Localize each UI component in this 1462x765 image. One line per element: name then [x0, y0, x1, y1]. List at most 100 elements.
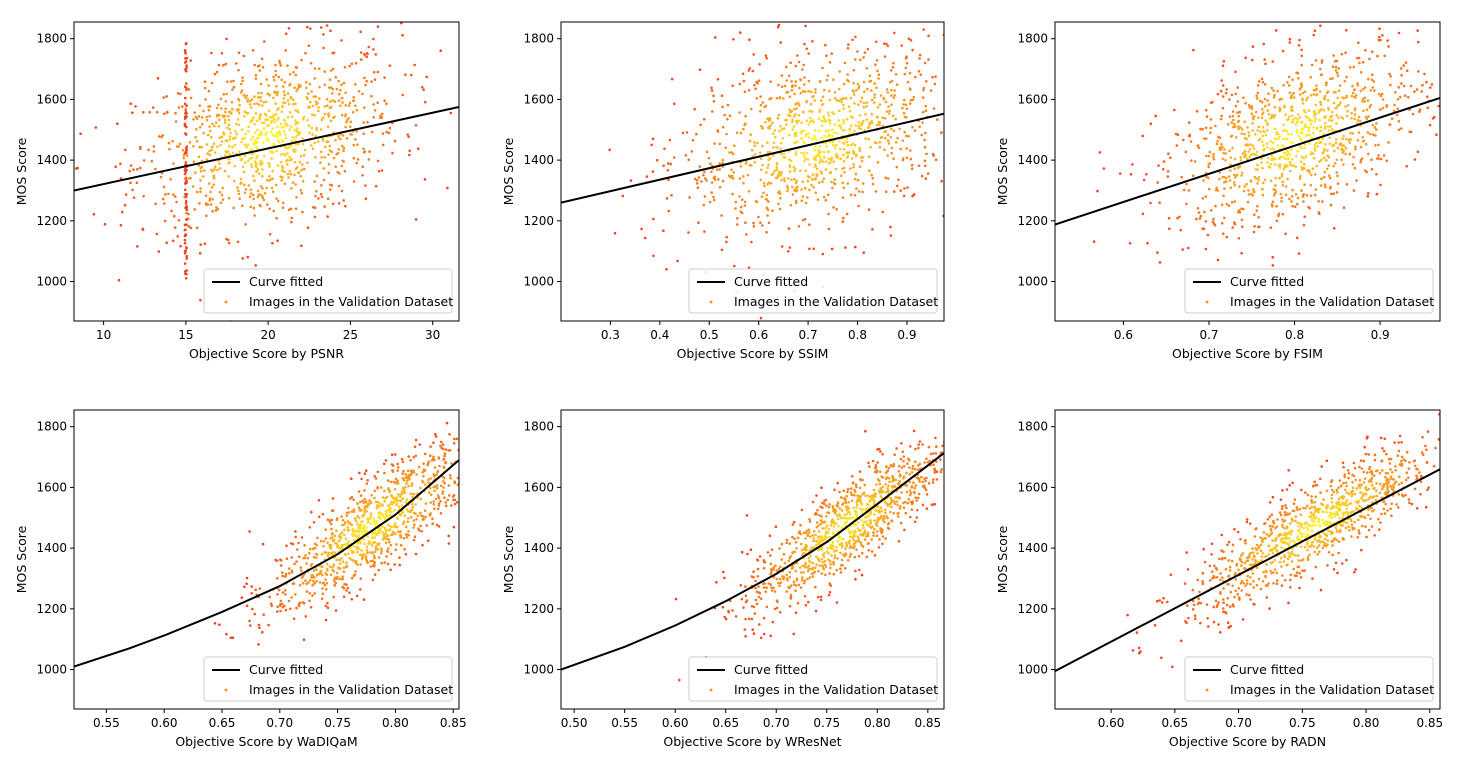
scatter-point — [934, 158, 938, 162]
scatter-point — [142, 195, 145, 198]
scatter-point — [468, 468, 471, 471]
scatter-point — [209, 203, 213, 206]
scatter-point — [421, 480, 425, 484]
scatter-point — [238, 1, 241, 4]
scatter-point — [423, 452, 427, 456]
scatter-point — [308, 100, 312, 104]
scatter-point — [1335, 171, 1338, 174]
scatter-point — [795, 547, 798, 550]
scatter-point — [819, 150, 823, 153]
scatter-point — [259, 82, 263, 86]
scatter-point — [842, 103, 845, 107]
scatter-point — [310, 562, 314, 566]
scatter-point — [1294, 165, 1298, 168]
scatter-point — [1222, 232, 1225, 236]
scatter-point — [1266, 99, 1269, 102]
scatter-point — [857, 204, 860, 208]
legend-point-swatch — [709, 300, 713, 304]
scatter-point — [396, 466, 400, 469]
scatter-point — [785, 65, 788, 69]
scatter-point — [754, 598, 758, 602]
scatter-point — [388, 126, 392, 130]
scatter-point — [248, 530, 251, 533]
scatter-point — [321, 573, 324, 577]
legend-entry-points: Images in the Validation Dataset — [1230, 294, 1434, 309]
scatter-point — [306, 92, 310, 95]
scatter-point — [828, 98, 832, 102]
scatter-point — [184, 272, 187, 276]
scatter-point — [250, 138, 253, 141]
scatter-point — [1385, 105, 1388, 108]
scatter-point — [940, 179, 943, 183]
scatter-point — [890, 94, 893, 97]
scatter-point — [423, 509, 427, 512]
scatter-point — [811, 575, 815, 578]
scatter-point — [1395, 113, 1399, 117]
scatter-point — [425, 524, 429, 527]
scatter-point — [762, 632, 766, 636]
scatter-point — [1267, 156, 1270, 160]
scatter-point — [995, 81, 998, 84]
scatter-point — [299, 154, 303, 158]
scatter-point — [879, 450, 882, 453]
scatter-point — [417, 147, 420, 150]
scatter-point — [857, 103, 860, 106]
scatter-point — [373, 489, 377, 493]
scatter-point — [287, 208, 291, 212]
scatter-point — [810, 110, 814, 113]
scatter-point — [1224, 159, 1227, 162]
scatter-point — [415, 518, 418, 521]
scatter-point — [1247, 189, 1250, 192]
scatter-point — [816, 198, 820, 201]
scatter-point — [967, 479, 970, 482]
scatter-point — [1282, 84, 1285, 87]
scatter-point — [1323, 116, 1327, 120]
scatter-point — [869, 145, 872, 149]
scatter-point — [835, 153, 838, 156]
scatter-point — [258, 118, 261, 121]
scatter-point — [700, 180, 703, 183]
axes-frame — [73, 21, 460, 322]
scatter-point — [256, 96, 260, 99]
scatter-point — [253, 95, 256, 98]
scatter-point — [300, 58, 303, 62]
scatter-point — [889, 135, 893, 139]
scatter-point — [891, 65, 895, 69]
scatter-point — [945, 14, 948, 17]
scatter-point — [296, 110, 300, 114]
scatter-point — [120, 210, 124, 214]
scatter-point — [802, 531, 806, 535]
scatter-point — [350, 598, 354, 601]
scatter-point — [1333, 59, 1337, 63]
scatter-point — [213, 151, 217, 154]
scatter-point — [875, 470, 879, 474]
scatter-point — [393, 563, 397, 566]
scatter-point — [1157, 164, 1160, 167]
scatter-point — [271, 190, 275, 193]
scatter-point — [785, 541, 788, 545]
scatter-point — [415, 473, 418, 476]
scatter-point — [847, 558, 850, 562]
scatter-point — [377, 501, 380, 504]
scatter-point — [416, 514, 420, 517]
scatter-point — [264, 133, 267, 136]
scatter-point — [1290, 195, 1294, 198]
scatter-point — [752, 570, 755, 573]
scatter-point — [1319, 73, 1323, 77]
scatter-point — [487, 436, 490, 439]
scatter-point — [1212, 217, 1215, 221]
scatter-point — [865, 66, 869, 70]
scatter-point — [864, 113, 867, 116]
scatter-point — [1314, 188, 1317, 191]
scatter-point — [844, 552, 847, 555]
scatter-point — [1328, 142, 1332, 146]
scatter-point — [883, 508, 887, 512]
scatter-point — [1287, 157, 1290, 160]
scatter-point — [1397, 120, 1401, 123]
scatter-point — [363, 472, 367, 475]
scatter-point — [183, 262, 187, 265]
scatter-point — [972, 92, 975, 95]
scatter-point — [885, 502, 888, 506]
scatter-point — [794, 113, 797, 116]
scatter-point — [912, 429, 916, 433]
